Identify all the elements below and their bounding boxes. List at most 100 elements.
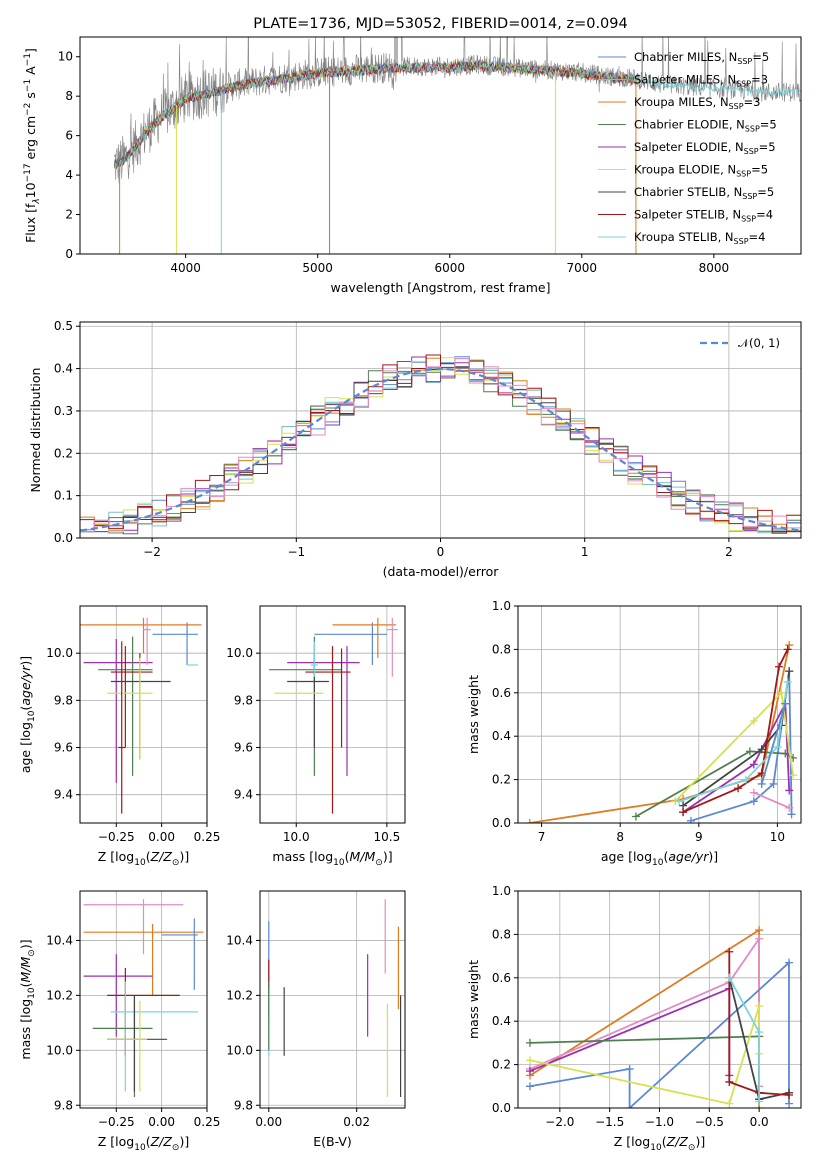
axes-frame xyxy=(259,605,406,824)
error-bar-point xyxy=(143,617,151,665)
legend-entry: Chabrier ELODIE, NSSP=5 xyxy=(634,118,777,134)
plus-marker xyxy=(749,717,758,726)
error-bar-point xyxy=(80,617,202,654)
y-tick-label: 0.3 xyxy=(54,404,73,418)
legend: Chabrier MILES, NSSP=5 Salpeter MILES, NS… xyxy=(598,50,777,246)
y-tick-label: 10.4 xyxy=(226,933,253,947)
series-polyline xyxy=(690,670,793,822)
mass-weight-vs-metallicity-panel: −2.0 −1.5 −1.0 −0.5 0.0 0.0 0.2 0.4 0.6 0.8 1.0 Z [… xyxy=(466,884,802,1153)
x-tick-label: 2 xyxy=(725,545,733,559)
y-tick-label: 9.8 xyxy=(234,1098,253,1112)
plus-marker xyxy=(675,797,684,806)
plus-marker xyxy=(783,677,792,686)
plus-marker xyxy=(785,1099,794,1108)
y-tick-label: 10.2 xyxy=(46,988,73,1002)
x-tick-label: −2.0 xyxy=(545,1115,574,1129)
y-tick-label: 10.0 xyxy=(46,646,73,660)
spectrum-panel: 4000 5000 6000 7000 8000 0 2 4 6 8 10 PLATE=1736, M… xyxy=(23,16,802,295)
model-spectrum-line xyxy=(113,59,638,169)
plot-area xyxy=(80,354,801,538)
y-tick-label: 9.8 xyxy=(54,1098,73,1112)
plot-area xyxy=(268,899,402,1098)
y-tick-label: 0 xyxy=(65,247,73,261)
x-tick-label: 8 xyxy=(616,830,624,844)
normal-curve-line xyxy=(80,367,801,532)
error-bar-point xyxy=(83,899,184,955)
series-polyline xyxy=(674,690,794,802)
plus-marker xyxy=(757,745,766,754)
y-tick-label: 0.1 xyxy=(54,489,73,503)
error-bar-point xyxy=(83,923,204,996)
y-tick-label: 9.4 xyxy=(234,788,253,802)
x-tick-label: 10 xyxy=(770,830,785,844)
y-tick-label: 10.0 xyxy=(46,1043,73,1057)
error-bar-point xyxy=(110,981,198,1092)
y-tick-label: 0.8 xyxy=(492,927,511,941)
x-axis-label: age [log10(age/yr)] xyxy=(601,849,718,868)
x-tick-label: 7000 xyxy=(567,261,598,275)
y-tick-label: 10 xyxy=(58,50,73,64)
plus-marker xyxy=(773,743,782,752)
legend-entry: Salpeter MILES, NSSP=3 xyxy=(634,73,768,89)
plus-marker xyxy=(525,1038,534,1047)
figure-title: PLATE=1736, MJD=53052, FIBERID=0014, z=0… xyxy=(253,16,627,32)
plus-marker xyxy=(783,645,792,654)
y-tick-label: 4 xyxy=(65,168,73,182)
x-axis-label: mass [log10(M/M⊙)] xyxy=(272,849,392,868)
plus-marker xyxy=(755,1097,764,1106)
x-tick-label: −0.25 xyxy=(98,1115,135,1129)
error-bar-point xyxy=(92,995,153,1098)
model-spectrum-line xyxy=(114,60,638,170)
model-spectrum-line xyxy=(113,59,638,168)
x-tick-label: −0.5 xyxy=(695,1115,724,1129)
model-spectrum-line xyxy=(113,60,638,167)
plus-marker xyxy=(785,667,794,676)
y-tick-label: 0.4 xyxy=(492,1014,511,1028)
plot-area xyxy=(83,899,204,1098)
y-tick-label: 9.6 xyxy=(54,741,73,755)
error-bar-point xyxy=(310,641,318,677)
series-polyline xyxy=(529,935,760,1087)
plus-marker xyxy=(725,947,734,956)
model-spectrum-line xyxy=(113,61,638,168)
series-polyline xyxy=(753,791,790,809)
x-tick-label: 0.0 xyxy=(750,1115,769,1129)
model-spectrum-line xyxy=(113,61,638,170)
axes-frame xyxy=(259,890,406,1109)
plus-marker xyxy=(745,747,754,756)
x-tick-label: 0.00 xyxy=(148,1115,175,1129)
error-bar-point xyxy=(305,648,351,748)
x-tick-label: −1.5 xyxy=(595,1115,624,1129)
y-tick-label: 10.0 xyxy=(226,1043,253,1057)
y-axis-label: mass weight xyxy=(466,675,481,754)
error-bar-point xyxy=(287,646,360,776)
y-tick-label: 2 xyxy=(65,208,73,222)
error-bar-point xyxy=(83,639,153,783)
legend-entry: Salpeter STELIB, NSSP=4 xyxy=(634,208,773,224)
x-tick-label: 1 xyxy=(581,545,589,559)
axes-frame xyxy=(79,321,802,539)
error-bar-point xyxy=(118,641,126,814)
y-axis-label: Normed distribution xyxy=(28,368,43,493)
y-tick-label: 0.2 xyxy=(54,446,73,460)
error-bar-point xyxy=(152,622,198,665)
error-bar-point xyxy=(314,622,387,665)
residual-histogram-panel: −2 −1 0 1 2 0.0 0.1 0.2 0.3 0.4 0.5 (data-model)/er… xyxy=(28,319,802,579)
legend-entry: Chabrier MILES, NSSP=5 xyxy=(634,50,769,66)
plus-marker xyxy=(785,958,794,967)
y-tick-label: 0.6 xyxy=(492,686,511,700)
plus-marker xyxy=(525,1067,534,1076)
plus-marker xyxy=(749,788,758,797)
model-spectrum-line xyxy=(113,60,638,170)
plot-area xyxy=(525,926,794,1108)
plus-marker xyxy=(725,1099,734,1108)
x-tick-label: −1.0 xyxy=(645,1115,674,1129)
y-tick-label: 0.0 xyxy=(492,1101,511,1115)
x-tick-label: −1 xyxy=(287,545,305,559)
mass-vs-ebv-panel: 0.00 0.02 9.8 10.0 10.2 10.4 E(B-V) xyxy=(226,890,406,1149)
y-tick-label: 1.0 xyxy=(492,884,511,898)
plot-area xyxy=(80,617,202,814)
series-polyline xyxy=(728,951,790,1096)
plot-area xyxy=(525,641,798,823)
